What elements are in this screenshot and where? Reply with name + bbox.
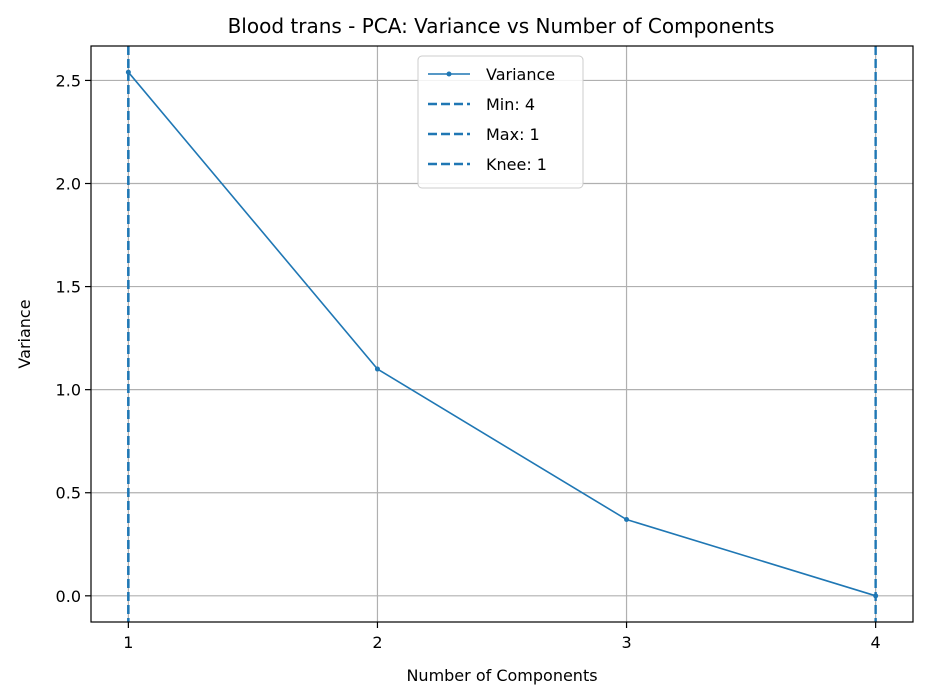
y-tick-label: 1.0 <box>56 381 81 400</box>
x-tick-label: 3 <box>621 633 631 652</box>
legend-marker-swatch <box>446 71 452 77</box>
legend: Variance Min: 4 Max: 1 Knee: 1 <box>417 55 584 189</box>
data-point <box>624 517 630 523</box>
data-point <box>125 69 131 75</box>
y-tick-label: 1.5 <box>56 278 81 297</box>
y-tick-label: 2.5 <box>56 71 81 90</box>
series <box>125 69 879 599</box>
legend-label: Knee: 1 <box>486 155 547 174</box>
legend-entry: Variance <box>428 65 555 84</box>
legend-label: Max: 1 <box>486 125 540 144</box>
x-axis-label: Number of Components <box>406 666 597 685</box>
legend-entry: Min: 4 <box>428 95 535 114</box>
y-tick-label: 2.0 <box>56 175 81 194</box>
chart-title: Blood trans - PCA: Variance vs Number of… <box>228 14 775 38</box>
legend-box <box>417 55 584 189</box>
legend-label: Variance <box>486 65 555 84</box>
reference-lines <box>127 46 877 622</box>
series-line <box>127 71 876 597</box>
x-axis-ticks: 1 2 3 4 <box>123 622 881 652</box>
legend-entry: Max: 1 <box>428 125 540 144</box>
legend-label: Min: 4 <box>486 95 535 114</box>
x-tick-label: 4 <box>871 633 881 652</box>
legend-entry: Knee: 1 <box>428 155 547 174</box>
y-tick-label: 0.5 <box>56 484 81 503</box>
y-axis-label: Variance <box>15 299 34 368</box>
axes-frame <box>90 45 914 623</box>
y-axis-ticks: 0.0 0.5 1.0 1.5 2.0 2.5 <box>56 71 91 606</box>
x-tick-label: 1 <box>123 633 133 652</box>
y-tick-label: 0.0 <box>56 587 81 606</box>
data-point <box>873 593 879 599</box>
data-point <box>374 366 380 372</box>
x-tick-label: 2 <box>372 633 382 652</box>
